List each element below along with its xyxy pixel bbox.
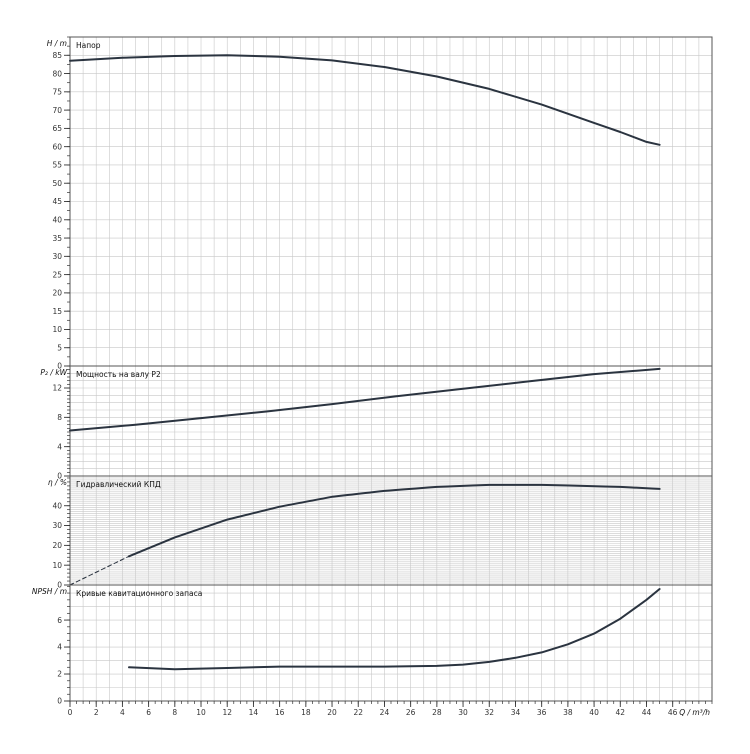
x-tick-label: 10 [196, 708, 206, 717]
y-tick-label: 0 [57, 581, 62, 590]
y-tick-label: 15 [52, 307, 62, 316]
y-tick-label: 50 [52, 179, 62, 188]
y-tick-label: 2 [57, 670, 62, 679]
y-axis-label: H / m [47, 39, 67, 48]
y-tick-label: 40 [52, 501, 62, 510]
x-tick-label: 22 [353, 708, 363, 717]
y-axis-label: η / % [48, 478, 67, 487]
y-axis-label: P₂ / kW [40, 368, 67, 377]
y-tick-label: 6 [57, 616, 62, 625]
y-tick-label: 30 [52, 521, 62, 530]
y-tick-label: 20 [52, 541, 62, 550]
y-tick-label: 40 [52, 215, 62, 224]
x-tick-label: 16 [275, 708, 285, 717]
y-axis-label: NPSH / m [32, 587, 67, 596]
y-tick-label: 55 [52, 161, 62, 170]
y-tick-label: 12 [52, 384, 62, 393]
curve-extrapolated [69, 555, 130, 586]
panel-title: Кривые кавитационного запаса [76, 589, 202, 598]
curve-line [69, 367, 661, 432]
y-tick-label: 85 [52, 51, 62, 60]
x-tick-label: 0 [68, 708, 73, 717]
panel-title: Гидравлический КПД [76, 480, 161, 489]
x-tick-label: 40 [589, 708, 599, 717]
y-tick-label: 45 [52, 197, 62, 206]
y-tick-label: 4 [57, 643, 62, 652]
y-tick-label: 65 [52, 124, 62, 133]
x-tick-label: 28 [432, 708, 442, 717]
curve-line [69, 54, 661, 146]
y-tick-label: 75 [52, 88, 62, 97]
x-tick-label: 44 [642, 708, 652, 717]
panel-title: Мощность на валу P2 [76, 370, 161, 379]
x-tick-label: 30 [458, 708, 468, 717]
y-tick-label: 0 [57, 362, 62, 371]
y-tick-label: 10 [52, 561, 62, 570]
y-tick-label: 0 [57, 472, 62, 481]
x-tick-label: 14 [249, 708, 259, 717]
x-tick-label: 36 [537, 708, 547, 717]
x-tick-label: 6 [146, 708, 151, 717]
x-tick-label: 12 [222, 708, 232, 717]
y-tick-label: 35 [52, 234, 62, 243]
y-tick-label: 8 [57, 413, 62, 422]
x-tick-label: 46 [668, 708, 678, 717]
x-tick-label: 24 [380, 708, 390, 717]
panel-title: Напор [76, 41, 101, 50]
x-tick-label: 2 [94, 708, 99, 717]
y-tick-label: 20 [52, 289, 62, 298]
x-tick-label: 8 [172, 708, 177, 717]
y-tick-label: 60 [52, 142, 62, 151]
y-tick-label: 10 [52, 325, 62, 334]
y-tick-label: 70 [52, 106, 62, 115]
y-tick-label: 5 [57, 343, 62, 352]
x-tick-label: 26 [406, 708, 416, 717]
y-tick-label: 4 [57, 442, 62, 451]
x-tick-label: 38 [563, 708, 573, 717]
x-axis-label: Q / m³/h [679, 708, 710, 717]
x-tick-label: 4 [120, 708, 125, 717]
curve-line [128, 483, 661, 558]
x-tick-label: 18 [301, 708, 311, 717]
x-tick-label: 34 [511, 708, 521, 717]
x-tick-label: 42 [616, 708, 626, 717]
x-tick-label: 20 [327, 708, 337, 717]
y-tick-label: 25 [52, 270, 62, 279]
curve-line [128, 588, 661, 671]
y-tick-label: 80 [52, 69, 62, 78]
x-tick-label: 32 [484, 708, 494, 717]
y-tick-label: 0 [57, 697, 62, 706]
y-tick-label: 30 [52, 252, 62, 261]
